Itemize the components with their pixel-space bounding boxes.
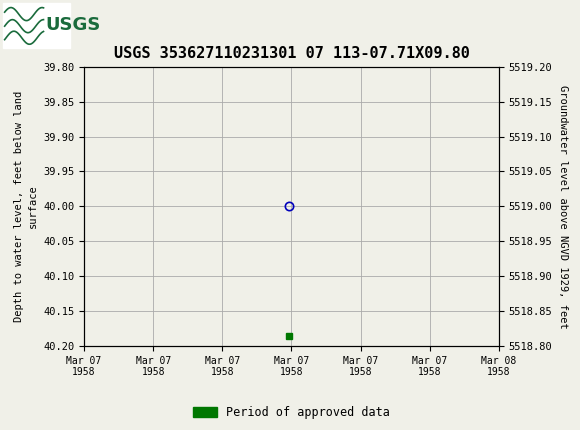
Text: USGS: USGS: [45, 16, 100, 34]
Y-axis label: Groundwater level above NGVD 1929, feet: Groundwater level above NGVD 1929, feet: [558, 85, 568, 328]
Title: USGS 353627110231301 07 113-07.71X09.80: USGS 353627110231301 07 113-07.71X09.80: [114, 46, 469, 61]
Y-axis label: Depth to water level, feet below land
surface: Depth to water level, feet below land su…: [14, 91, 38, 322]
Legend: Period of approved data: Period of approved data: [188, 402, 394, 424]
Bar: [3, 3, 70, 48]
